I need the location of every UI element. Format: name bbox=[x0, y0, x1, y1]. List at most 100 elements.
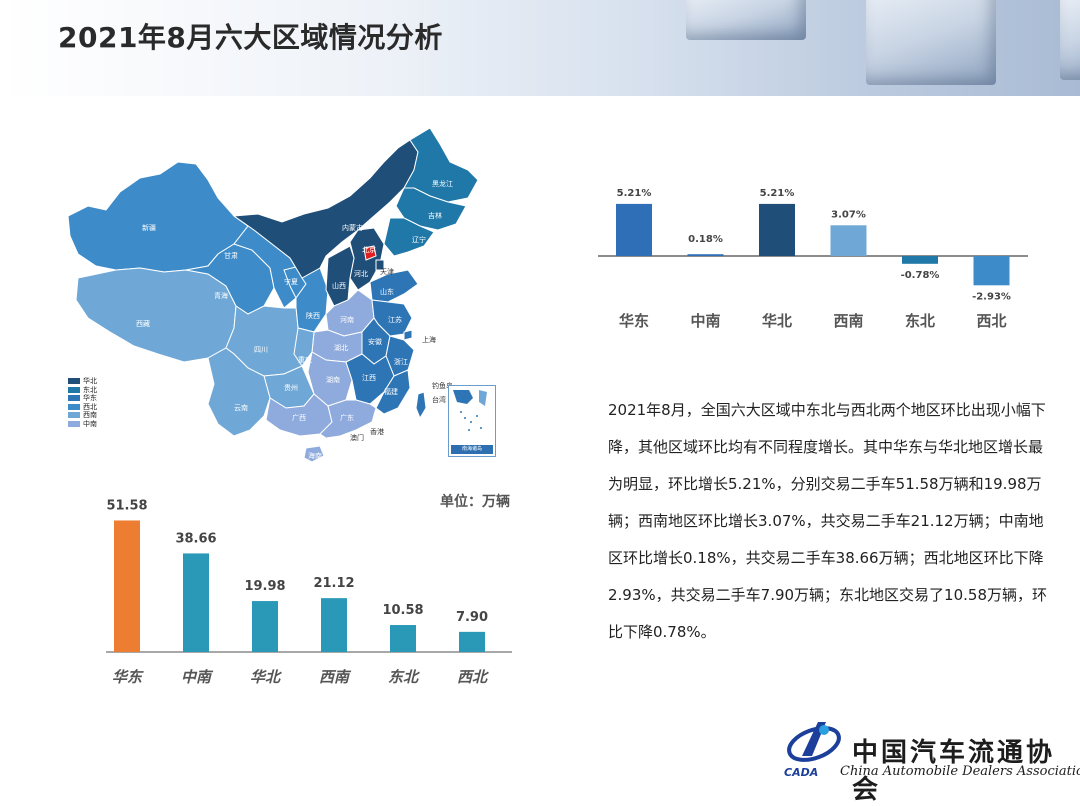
label-gansu: 甘肃 bbox=[224, 251, 238, 260]
legend-label: 华北 bbox=[83, 377, 97, 385]
volume-category-label: 东北 bbox=[388, 668, 420, 686]
label-guangdong: 广东 bbox=[340, 413, 354, 422]
region-xizang bbox=[75, 267, 237, 363]
label-hunan: 湖南 bbox=[326, 375, 340, 384]
province-labels: 新疆 西藏 青海 甘肃 内蒙古 黑龙江 吉林 辽宁 北京 河北 山西 山东 宁夏… bbox=[136, 179, 453, 460]
mom-category-label: 中南 bbox=[690, 312, 720, 330]
label-guizhou: 贵州 bbox=[284, 383, 298, 392]
volume-category-label: 华东 bbox=[112, 668, 144, 686]
label-shanghai: 上海 bbox=[422, 335, 436, 344]
analysis-description: 2021年8月，全国六大区域中东北与西北两个地区环比出现小幅下降，其他区域环比均… bbox=[608, 401, 1047, 641]
label-neimenggu: 内蒙古 bbox=[342, 223, 363, 232]
volume-category-label: 西北 bbox=[457, 668, 489, 686]
legend-item: 东北 bbox=[68, 386, 97, 395]
label-henan: 河南 bbox=[340, 315, 354, 324]
label-zhejiang: 浙江 bbox=[394, 357, 408, 366]
label-taiwan: 台湾 bbox=[432, 395, 446, 404]
label-sichuan: 四川 bbox=[254, 346, 268, 354]
label-guangxi: 广西 bbox=[292, 413, 306, 422]
legend-item: 西北 bbox=[68, 403, 97, 412]
legend-swatch bbox=[68, 412, 80, 419]
legend-label: 西南 bbox=[83, 411, 97, 419]
logo-abbr: CADA bbox=[784, 766, 819, 779]
volume-bar bbox=[183, 553, 209, 652]
mom-bar bbox=[759, 203, 795, 256]
legend-swatch bbox=[68, 403, 80, 410]
label-shaanxi: 陕西 bbox=[306, 311, 320, 320]
mom-data-label: -0.78% bbox=[901, 270, 940, 281]
volume-data-label: 38.66 bbox=[175, 531, 216, 546]
unit-label: 单位：万辆 bbox=[440, 493, 510, 510]
label-hainan: 海南 bbox=[308, 451, 322, 460]
south-china-sea-inset: 南海诸岛 bbox=[448, 385, 496, 457]
mom-bar bbox=[830, 225, 867, 256]
volume-data-label: 51.58 bbox=[106, 498, 147, 513]
legend-item: 华北 bbox=[68, 377, 97, 386]
volume-bar bbox=[114, 520, 140, 652]
inset-coast bbox=[453, 390, 473, 404]
label-aomen: 澳门 bbox=[350, 433, 364, 442]
region-chongqing bbox=[293, 327, 315, 367]
region-liaoning bbox=[383, 217, 435, 257]
legend-swatch bbox=[68, 395, 80, 402]
volume-category-label: 中南 bbox=[181, 668, 214, 686]
outside-labels: 天津 上海 台湾 钓鱼岛 香港 澳门 bbox=[350, 268, 453, 442]
china-region-map: 新疆 西藏 青海 甘肃 内蒙古 黑龙江 吉林 辽宁 北京 河北 山西 山东 宁夏… bbox=[58, 118, 508, 468]
inset-label: 南海诸岛 bbox=[451, 445, 493, 454]
cada-logo: CADA 中国汽车流通协会 China Automobile Dealers A… bbox=[780, 712, 1080, 805]
label-heilongjiang: 黑龙江 bbox=[432, 179, 453, 188]
volume-bar bbox=[321, 598, 347, 652]
legend-label: 中南 bbox=[83, 419, 97, 428]
legend-swatch bbox=[68, 386, 80, 393]
label-jiangsu: 江苏 bbox=[388, 315, 402, 324]
china-map-svg: 新疆 西藏 青海 甘肃 内蒙古 黑龙江 吉林 辽宁 北京 河北 山西 山东 宁夏… bbox=[67, 127, 479, 463]
region-shanghai bbox=[403, 329, 413, 341]
volume-data-label: 10.58 bbox=[382, 603, 423, 618]
mom-bar bbox=[902, 256, 938, 264]
decorative-cube bbox=[686, 0, 806, 40]
volume-data-label: 7.90 bbox=[456, 610, 488, 625]
mom-category-label: 西南 bbox=[833, 312, 863, 330]
legend-item: 华东 bbox=[68, 394, 97, 403]
mom-bar bbox=[973, 256, 1010, 286]
label-beijing: 北京 bbox=[362, 245, 376, 254]
label-qinghai: 青海 bbox=[214, 291, 228, 300]
label-hubei: 湖北 bbox=[334, 343, 348, 352]
region-guangdong bbox=[319, 399, 377, 439]
label-xinjiang: 新疆 bbox=[142, 223, 156, 232]
label-anhui: 安徽 bbox=[368, 337, 382, 346]
label-shandong: 山东 bbox=[380, 287, 394, 296]
mom-data-label: 5.21% bbox=[760, 188, 795, 199]
map-legend: 华北 东北 华东 西北 西南 中南 bbox=[68, 377, 97, 428]
volume-data-label: 19.98 bbox=[244, 579, 285, 594]
mom-data-label: 3.07% bbox=[831, 209, 866, 220]
page-title: 2021年8月六大区域情况分析 bbox=[58, 21, 443, 54]
legend-swatch bbox=[68, 420, 80, 427]
label-jiangxi: 江西 bbox=[362, 374, 376, 382]
legend-label: 东北 bbox=[83, 385, 97, 394]
mom-change-chart: 5.21% 华东 0.18% 中南 5.21% 华北 3.07% 西南 -0.78% 东北 -2.9… bbox=[598, 188, 1028, 330]
label-fujian: 福建 bbox=[384, 387, 398, 396]
volume-chart: 单位：万辆 51.58 华东 38.66 中南 19.98 华北 21.12 西南 10.58 东北… bbox=[106, 493, 512, 686]
region-shandong bbox=[369, 269, 419, 303]
label-tianjin: 天津 bbox=[380, 268, 394, 276]
volume-data-label: 21.12 bbox=[313, 576, 354, 591]
logo-english-name: China Automobile Dealers Association bbox=[840, 764, 1080, 779]
inset-islands bbox=[460, 411, 482, 431]
volume-bar bbox=[252, 601, 278, 652]
inset-coast bbox=[479, 390, 487, 406]
legend-item: 西南 bbox=[68, 411, 97, 420]
decorative-cube bbox=[866, 0, 996, 85]
mom-data-label: -2.93% bbox=[972, 291, 1011, 302]
region-fujian bbox=[375, 369, 411, 415]
volume-bar bbox=[459, 631, 485, 652]
mom-category-label: 西北 bbox=[976, 312, 1006, 330]
mom-bar bbox=[687, 254, 724, 256]
region-yunnan bbox=[207, 347, 271, 437]
volume-bar bbox=[390, 625, 416, 652]
header-banner: 2021年8月六大区域情况分析 bbox=[0, 0, 1080, 96]
mom-category-label: 华东 bbox=[619, 312, 649, 330]
volume-category-label: 华北 bbox=[250, 668, 282, 686]
label-ningxia: 宁夏 bbox=[284, 277, 298, 286]
label-liaoning: 辽宁 bbox=[412, 235, 426, 244]
